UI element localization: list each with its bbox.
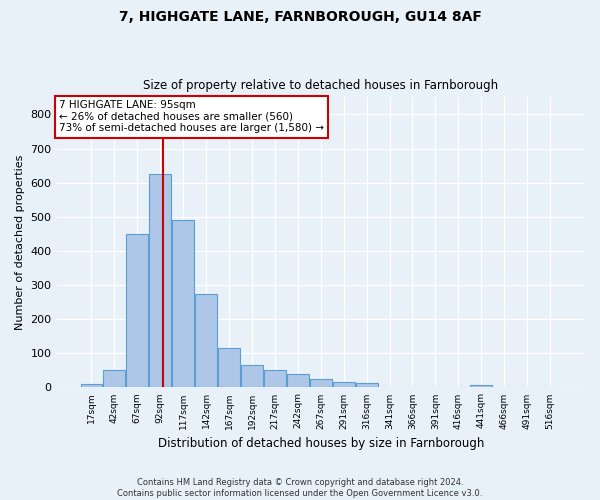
Bar <box>149 174 171 388</box>
X-axis label: Distribution of detached houses by size in Farnborough: Distribution of detached houses by size … <box>158 437 484 450</box>
Bar <box>103 370 125 388</box>
Bar <box>172 220 194 388</box>
Bar <box>218 348 240 388</box>
Y-axis label: Number of detached properties: Number of detached properties <box>15 154 25 330</box>
Text: 7 HIGHGATE LANE: 95sqm
← 26% of detached houses are smaller (560)
73% of semi-de: 7 HIGHGATE LANE: 95sqm ← 26% of detached… <box>59 100 324 134</box>
Bar <box>80 384 103 388</box>
Bar <box>333 382 355 388</box>
Text: Contains HM Land Registry data © Crown copyright and database right 2024.
Contai: Contains HM Land Registry data © Crown c… <box>118 478 482 498</box>
Text: 7, HIGHGATE LANE, FARNBOROUGH, GU14 8AF: 7, HIGHGATE LANE, FARNBOROUGH, GU14 8AF <box>119 10 481 24</box>
Bar <box>470 384 492 388</box>
Bar <box>195 294 217 388</box>
Bar <box>310 379 332 388</box>
Title: Size of property relative to detached houses in Farnborough: Size of property relative to detached ho… <box>143 79 499 92</box>
Bar <box>356 383 377 388</box>
Bar <box>127 234 148 388</box>
Bar <box>264 370 286 388</box>
Bar <box>241 365 263 388</box>
Bar <box>287 374 309 388</box>
